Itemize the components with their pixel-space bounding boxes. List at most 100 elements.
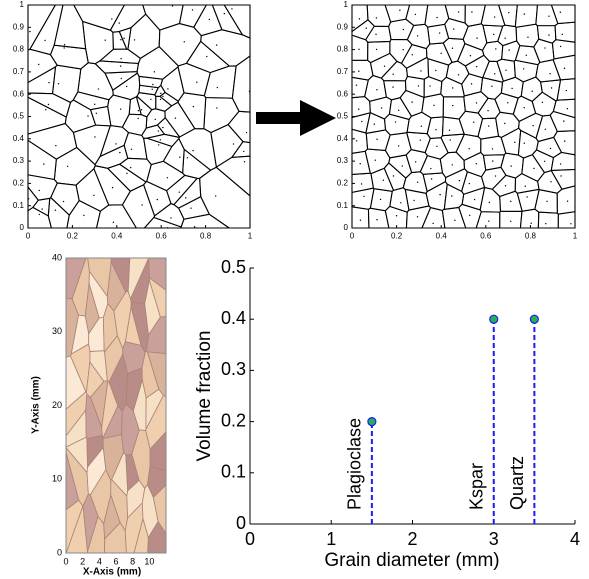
seed-point xyxy=(191,9,194,11)
seed-point xyxy=(104,39,106,41)
seed-point xyxy=(560,175,562,177)
seed-point xyxy=(130,148,133,151)
seed-point xyxy=(120,57,122,60)
seed-point xyxy=(215,195,217,197)
seed-point xyxy=(548,34,550,36)
seed-point xyxy=(469,55,472,57)
seed-point xyxy=(433,104,435,107)
seed-point xyxy=(355,84,358,86)
seed-point xyxy=(162,95,164,98)
seed-point xyxy=(29,30,31,33)
seed-point xyxy=(363,195,365,198)
x-axis-title: X-Axis (mm) xyxy=(83,567,141,578)
seed-point xyxy=(119,65,122,67)
seed-point xyxy=(492,160,494,162)
seed-point xyxy=(471,11,473,13)
y-tick-label: 0.9 xyxy=(337,22,349,31)
y-tick-label: 0.1 xyxy=(337,201,349,210)
voronoi-cells xyxy=(351,4,576,229)
seed-point xyxy=(451,195,453,197)
seed-point xyxy=(63,43,66,46)
seed-point xyxy=(120,39,122,41)
seed-point xyxy=(494,175,497,177)
seed-point xyxy=(54,209,57,211)
seed-point xyxy=(420,70,422,72)
seed-point xyxy=(376,219,378,221)
grain-cell xyxy=(556,78,576,101)
seed-point xyxy=(154,118,156,121)
seed-point xyxy=(473,121,475,123)
x-tick-label: 0.2 xyxy=(67,232,79,241)
seed-point xyxy=(470,83,473,85)
seed-point xyxy=(494,73,496,75)
seed-point xyxy=(401,165,403,167)
seed-point xyxy=(514,141,516,144)
x-tick-label: 0.8 xyxy=(525,232,537,241)
seed-point xyxy=(118,22,120,24)
seed-point xyxy=(566,108,569,110)
x-tick-label: 4 xyxy=(97,557,102,567)
seed-point xyxy=(193,226,196,228)
seed-point xyxy=(488,201,491,204)
seed-point xyxy=(232,143,235,145)
seed-point xyxy=(435,129,437,131)
seed-point xyxy=(414,13,417,16)
x-tick-label: 0 xyxy=(63,557,68,567)
x-tick-label: 0.4 xyxy=(111,232,123,241)
seed-point xyxy=(152,83,154,86)
seed-point xyxy=(192,149,194,152)
x-tick-label: 0 xyxy=(26,232,31,241)
seed-point xyxy=(430,167,432,170)
seed-point xyxy=(510,165,512,167)
seed-point xyxy=(439,193,441,196)
seed-point xyxy=(559,11,562,13)
seed-point xyxy=(376,138,378,140)
seed-point xyxy=(66,165,69,168)
x-tick-label: 0.6 xyxy=(480,232,492,241)
seed-point xyxy=(411,101,413,103)
seed-point xyxy=(125,85,128,88)
seed-point xyxy=(183,41,185,43)
x-tick-label: 2 xyxy=(80,557,85,567)
seed-point xyxy=(159,139,162,141)
seed-point xyxy=(157,130,160,132)
seed-point xyxy=(358,70,360,72)
seed-point xyxy=(457,11,460,13)
y-tick-label: 0.1 xyxy=(13,201,25,210)
y-tick-label: 0.2 xyxy=(13,179,25,188)
arrow xyxy=(256,100,336,136)
seed-point xyxy=(504,37,506,39)
x-tick-label: 4 xyxy=(570,529,580,549)
seed-point xyxy=(216,107,218,109)
seed-point xyxy=(563,120,565,122)
seed-point xyxy=(47,103,50,106)
seed-point xyxy=(245,131,248,134)
seed-point xyxy=(357,108,360,110)
seed-point xyxy=(457,74,460,76)
y-tick-label: 0.4 xyxy=(13,134,25,143)
seed-point xyxy=(435,69,437,72)
seed-point xyxy=(38,63,40,66)
seed-point xyxy=(449,139,451,141)
y-tick-label: 1 xyxy=(20,0,25,9)
seed-point xyxy=(93,103,96,105)
seed-point xyxy=(475,163,478,165)
seed-point xyxy=(397,109,400,112)
seed-point xyxy=(95,112,98,114)
seed-point xyxy=(119,151,121,154)
seed-point xyxy=(243,150,245,153)
y-tick-label: 0.3 xyxy=(337,156,349,165)
seed-point xyxy=(167,88,169,90)
seed-point xyxy=(190,207,192,209)
seed-point xyxy=(358,18,361,20)
seed-point xyxy=(373,123,376,125)
point-label: Plagioclase xyxy=(345,418,365,510)
seed-point xyxy=(543,160,546,163)
seed-point xyxy=(375,48,378,51)
seed-point xyxy=(359,219,362,221)
y-tick-label: 0.5 xyxy=(13,112,25,121)
seed-point xyxy=(137,109,140,112)
y-tick-label: 0.2 xyxy=(221,410,246,430)
grain-cells xyxy=(65,257,167,554)
x-tick-label: 0.6 xyxy=(156,232,168,241)
